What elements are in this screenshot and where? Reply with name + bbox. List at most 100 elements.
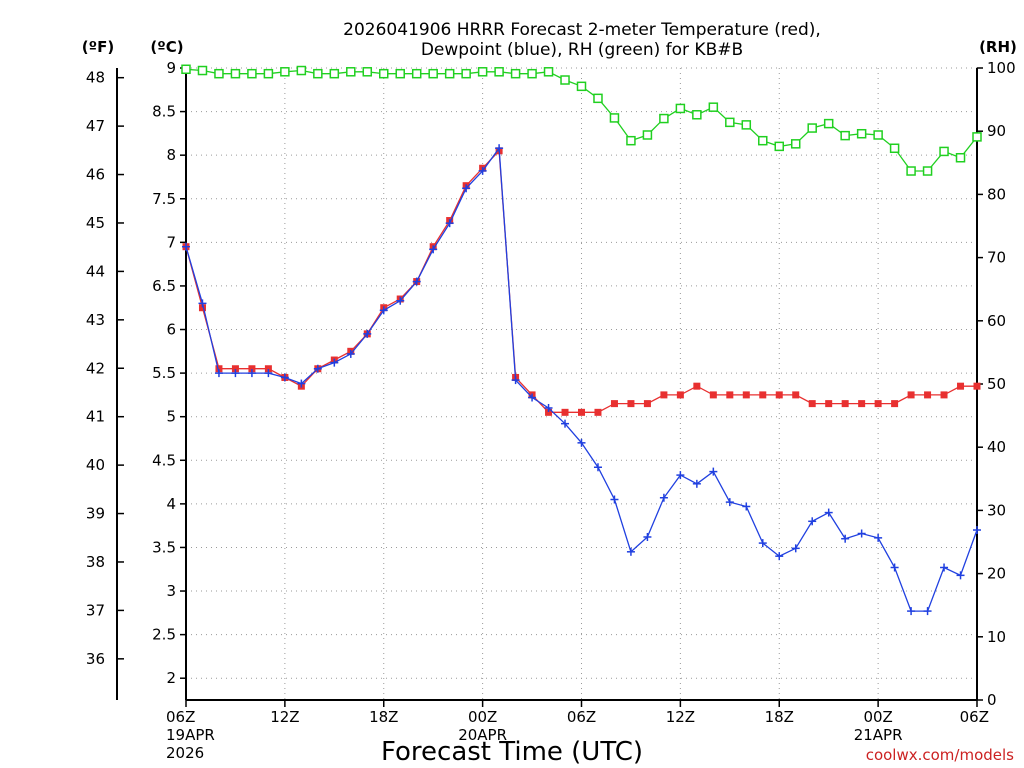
rh-point [873,130,883,140]
temperature-point [858,400,866,408]
rh-point [230,68,241,79]
dewpoint-point [907,607,916,616]
fahrenheit-tick-label: 47 [86,117,105,135]
temperature-point [924,391,932,399]
rh-tick-label: 100 [987,59,1016,77]
dewpoint-point [659,493,668,502]
rh-tick-label: 70 [987,249,1006,267]
dewpoint-point [808,517,817,526]
rh-point [395,68,405,79]
dewpoint-point [973,526,981,535]
x-tick-label: 06Z [567,708,596,726]
temperature-point [198,304,206,312]
dewpoint-point [528,393,537,402]
dewpoint-point [577,438,586,447]
rh-point [906,166,916,176]
temperature-point [610,400,618,408]
celsius-tick-label: 5 [166,408,176,426]
dewpoint-point [791,544,800,553]
rh-point [576,81,587,92]
dewpoint-point [874,533,883,542]
x-tick-label: 00Z [468,708,497,726]
rh-point [263,68,274,79]
rh-point [477,67,488,77]
x-tick-label: 18Z [369,708,398,726]
rh-point [774,141,784,152]
rh-tick-label: 90 [987,122,1006,140]
rh-point [593,93,603,104]
temperature-point [825,400,833,408]
dewpoint-point [363,329,372,338]
x-year-label: 2026 [166,744,204,762]
rh-point [659,113,669,124]
celsius-tick-label: 4 [166,495,176,513]
rh-point [543,67,554,77]
dewpoint-point [561,419,570,428]
dewpoint-point [462,184,471,193]
celsius-tick-label: 3.5 [152,538,176,556]
x-axis-label: Forecast Time (UTC) [381,737,643,767]
rh-point [247,68,257,79]
dewpoint-point [940,563,949,572]
celsius-tick-label: 2 [166,669,176,687]
rh-tick-label: 10 [987,628,1006,646]
rh-point [741,120,752,130]
dewpoint-point [511,376,520,385]
temperature-point [808,400,816,408]
rh-point [807,123,817,133]
temperature-point [759,391,767,399]
rh-tick-label: 60 [987,312,1006,330]
rh-tick-label: 30 [987,501,1006,519]
rh-point [313,68,323,79]
dewpoint-point [643,532,652,541]
rh-tick-label: 20 [987,565,1006,583]
rh-point [214,68,224,79]
rh-point [790,139,801,149]
temperature-point [643,400,651,408]
rh-unit-label: (RH) [979,38,1017,56]
rh-point [955,152,966,163]
dewpoint-point [923,607,932,616]
fahrenheit-tick-label: 39 [86,505,105,523]
rh-point [181,64,191,75]
rh-point [725,117,735,128]
dewpoint-point [824,508,833,517]
dewpoint-point [890,563,899,572]
rh-point [461,68,471,79]
celsius-tick-label: 5.5 [152,364,176,382]
temperature-point [594,408,602,416]
celsius-tick-label: 7 [166,233,176,251]
chart-title-line-2: Dewpoint (blue), RH (green) for KB#B [421,40,743,60]
dewpoint-point [478,166,487,175]
x-tick-label: 06Z [960,708,989,726]
rh-point [494,67,504,77]
dewpoint-point [626,547,635,556]
dewpoint-point [346,349,355,358]
rh-point [823,118,834,129]
temperature-point [561,408,569,416]
fahrenheit-tick-label: 37 [86,601,105,619]
dewpoint-point [725,498,734,507]
dewpoint-point [214,369,223,378]
x-date-label: 19APR [166,726,215,744]
chart-title-line-1: 2026041906 HRRR Forecast 2-meter Tempera… [343,20,821,40]
dewpoint-point [593,463,602,472]
dewpoint-point [841,534,850,543]
fahrenheit-tick-label: 46 [86,166,105,184]
rh-point [692,110,702,120]
dewpoint-point [956,571,965,580]
dewpoint-point [544,403,553,412]
dewpoint-line [185,146,978,612]
temperature-point [248,365,256,373]
dewpoint-point [775,552,784,561]
rh-point [362,67,373,77]
temperature-point [775,391,783,399]
temperature-point [231,365,239,373]
dewpoint-point [676,471,685,480]
temperature-point [660,391,668,399]
temperature-point [545,408,553,416]
axes [116,67,983,707]
rh-tick-label: 50 [987,375,1006,393]
fahrenheit-tick-label: 43 [86,311,105,329]
rh-point [296,65,307,76]
